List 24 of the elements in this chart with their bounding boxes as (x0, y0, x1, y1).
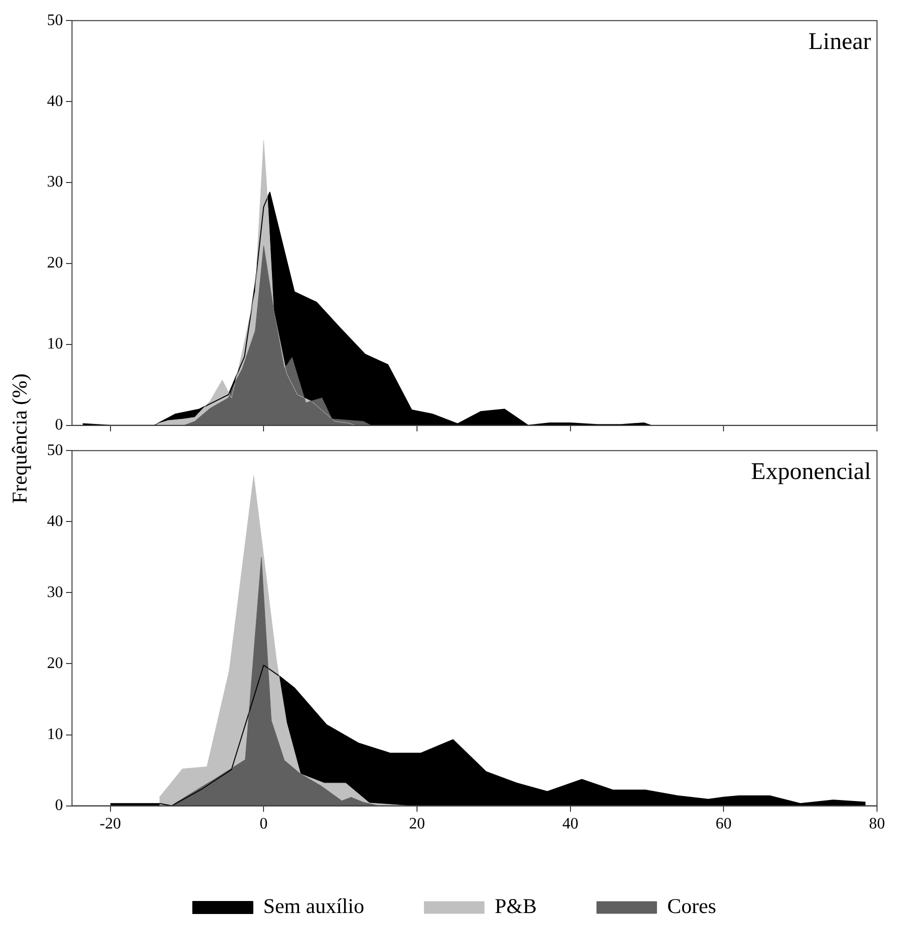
y-tick-label: 30 (47, 174, 63, 191)
x-tick-label: 60 (716, 816, 732, 833)
y-axis-title: Frequência (%) (8, 372, 32, 504)
y-tick-label: 20 (47, 654, 63, 672)
x-tick-label: 20 (409, 816, 425, 833)
x-tick-label: 80 (869, 816, 885, 833)
y-tick-label: 10 (47, 336, 63, 353)
y-tick-label: 50 (47, 442, 63, 459)
chart-title: Exponencial (751, 458, 872, 485)
x-tick-label: -20 (100, 816, 121, 833)
y-tick-label: 10 (47, 726, 63, 743)
y-tick-label: 50 (47, 12, 63, 29)
y-tick-label: 0 (55, 416, 63, 434)
x-tick-label: 0 (260, 816, 268, 833)
y-tick-label: 40 (47, 512, 63, 530)
y-tick-label: 30 (47, 584, 63, 601)
legend-label: Cores (667, 894, 716, 918)
y-tick-label: 20 (47, 254, 63, 272)
chart-title: Linear (808, 28, 872, 55)
y-tick-label: 40 (47, 92, 63, 110)
y-tick-label: 0 (55, 797, 63, 814)
legend-label: P&B (494, 894, 537, 918)
x-tick-label: 40 (562, 816, 578, 833)
legend-label: Sem auxílio (263, 894, 364, 918)
